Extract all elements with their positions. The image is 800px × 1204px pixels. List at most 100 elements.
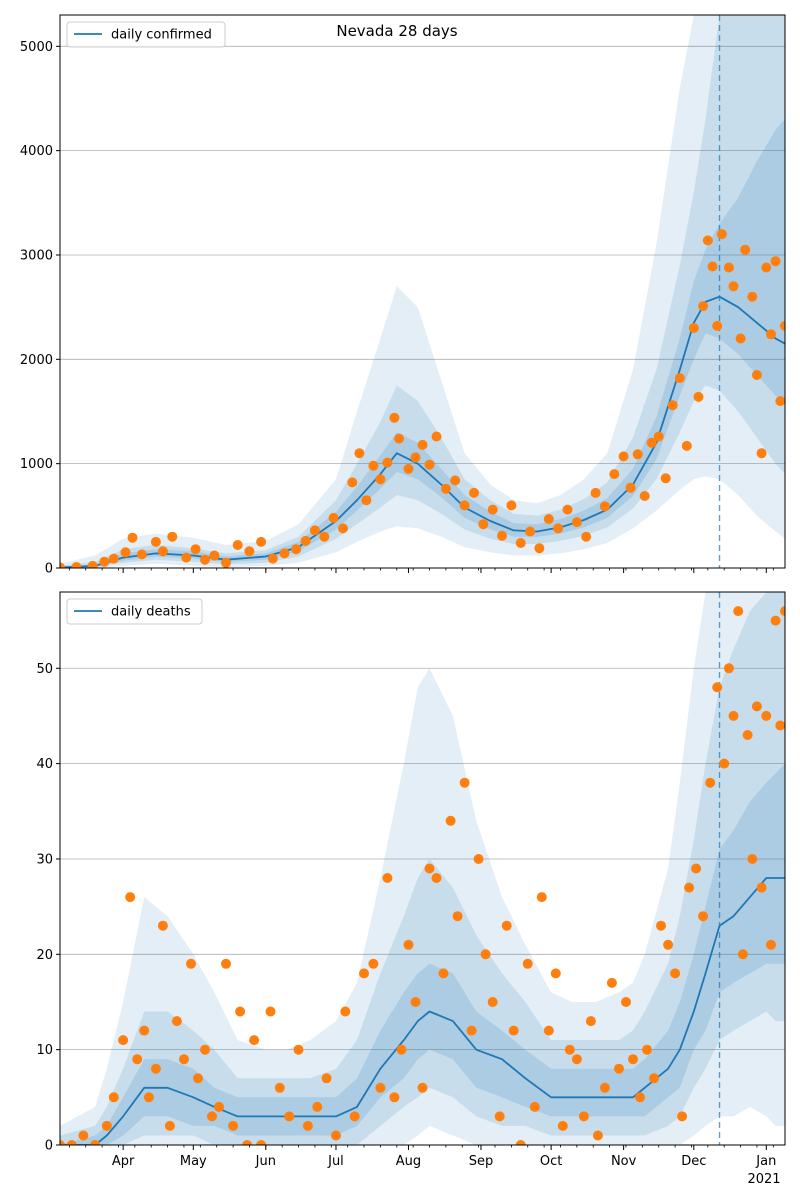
observed-point [747, 854, 758, 864]
observed-point [440, 483, 451, 494]
observed-point [221, 557, 231, 568]
observed-point [66, 1140, 77, 1145]
y-tick-label: 2000 [20, 353, 53, 368]
observed-point [707, 261, 718, 272]
x-tick-label: Jan [755, 1154, 776, 1169]
observed-point [751, 370, 762, 380]
observed-point [267, 553, 278, 564]
observed-point [728, 710, 739, 721]
observed-point [761, 710, 772, 721]
observed-point [614, 1063, 624, 1074]
chart-title: Nevada 28 days [336, 22, 457, 40]
y-tick-label: 20 [36, 948, 53, 963]
x-tick-label: May [180, 1154, 207, 1169]
observed-point [382, 457, 393, 468]
observed-point [564, 1044, 575, 1055]
observed-point [766, 939, 776, 950]
observed-point [677, 1111, 688, 1122]
observed-point [557, 1120, 568, 1131]
observed-point [473, 854, 484, 864]
observed-point [628, 1054, 638, 1065]
observed-point [770, 256, 781, 267]
observed-point [681, 440, 692, 451]
y-tick-label: 3000 [20, 248, 53, 263]
y-axis-confirmed: 0 1000 2000 3000 4000 5000 [20, 40, 60, 577]
observed-point [71, 562, 82, 568]
observed-point [265, 1006, 276, 1017]
observed-point [660, 473, 671, 484]
y-tick-label: 10 [36, 1043, 53, 1058]
observed-point [688, 323, 699, 333]
observed-point [120, 547, 131, 558]
observed-point [543, 1025, 554, 1036]
legend-label: daily deaths [111, 605, 191, 620]
observed-point [157, 920, 168, 931]
legend-confirmed: daily confirmed [66, 21, 226, 48]
observed-point [639, 491, 650, 501]
observed-point [735, 333, 746, 344]
observed-point [761, 262, 772, 273]
observed-point [653, 431, 664, 442]
observed-point [190, 544, 201, 555]
grid-deaths [60, 667, 785, 1051]
observed-point [571, 1054, 582, 1065]
x-tick-label: Nov [611, 1154, 637, 1169]
observed-point [719, 758, 730, 769]
observed-point [101, 1120, 112, 1131]
observed-point [118, 1035, 129, 1046]
observed-point [347, 477, 358, 488]
observed-point [181, 552, 192, 563]
bands-deaths [60, 592, 785, 1145]
observed-point [368, 460, 379, 471]
observed-point [328, 512, 339, 523]
observed-point [256, 536, 267, 547]
observed-point [331, 1130, 341, 1141]
y-axis-deaths: 0 10 20 30 40 50 [36, 662, 60, 1154]
observed-points-deaths [60, 606, 785, 1145]
bands-confirmed [60, 15, 785, 568]
observed-point [756, 882, 767, 893]
observed-point [136, 549, 147, 560]
observed-point [312, 1101, 323, 1112]
observed-point [368, 958, 379, 969]
observed-point [494, 1111, 505, 1122]
observed-point [321, 1073, 332, 1084]
observed-point [506, 500, 517, 511]
observed-point [274, 1082, 285, 1093]
observed-point [642, 1044, 652, 1055]
observed-point [515, 538, 526, 548]
confidence-band-outer [60, 15, 785, 568]
observed-point [698, 911, 709, 922]
observed-point [508, 1025, 519, 1036]
observed-point [723, 262, 734, 273]
observed-point [705, 777, 716, 788]
observed-point [487, 504, 498, 515]
observed-point [599, 1082, 610, 1093]
observed-point [478, 519, 489, 530]
observed-point [349, 1111, 360, 1122]
observed-point [656, 920, 666, 931]
observed-point [691, 863, 702, 874]
observed-point [728, 281, 739, 292]
observed-point [403, 939, 414, 950]
observed-point [635, 1092, 645, 1103]
observed-point [497, 530, 507, 541]
observed-point [450, 475, 461, 486]
observed-point [480, 949, 491, 960]
observed-point [770, 615, 781, 626]
panel-deaths: 0 10 20 30 40 50 Apr May Jun Jul Aug Sep Oct Nov Dec J… [36, 591, 786, 1187]
legend-label: daily confirmed [111, 28, 212, 43]
observed-point [319, 531, 330, 542]
observed-point [571, 517, 582, 528]
observed-point [742, 730, 753, 740]
observed-point [534, 543, 545, 554]
observed-point [459, 500, 470, 511]
observed-point [469, 487, 479, 498]
observed-point [300, 535, 311, 546]
confidence-band-middle [60, 592, 785, 1145]
observed-point [228, 1120, 239, 1131]
observed-point [186, 958, 196, 969]
observed-point [150, 536, 161, 547]
